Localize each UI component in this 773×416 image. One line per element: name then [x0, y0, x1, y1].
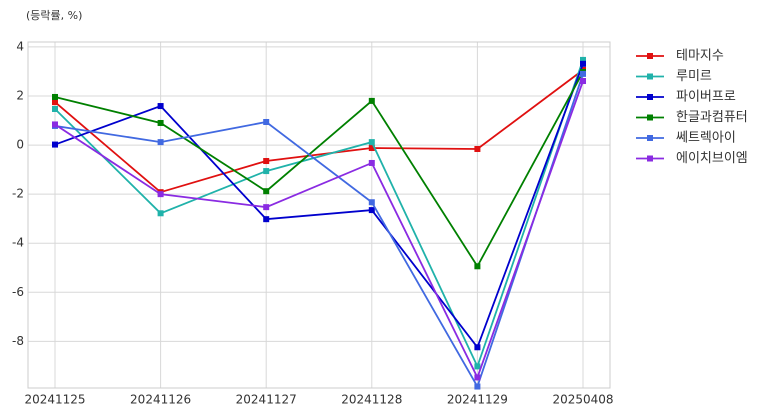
series-line	[54, 80, 584, 380]
legend-label: 루미르	[676, 69, 712, 84]
marker	[474, 374, 481, 381]
x-tick-label: 20241125	[24, 393, 85, 407]
x-tick-label: 20241129	[447, 393, 508, 407]
marker	[474, 263, 481, 270]
marker	[580, 56, 586, 63]
legend-marker	[647, 135, 653, 141]
series-line	[54, 69, 584, 194]
marker	[52, 141, 58, 148]
marker	[157, 103, 164, 110]
marker	[263, 188, 270, 195]
series-line	[54, 71, 584, 269]
y-tick-label: 0	[16, 138, 24, 152]
marker	[157, 210, 164, 217]
legend-marker	[647, 155, 653, 162]
y-tick-label: -2	[12, 187, 24, 201]
legend-marker	[647, 73, 653, 80]
marker	[263, 204, 270, 211]
legend-marker	[647, 94, 653, 100]
marker	[263, 118, 270, 125]
series-line	[54, 73, 584, 389]
marker	[474, 363, 481, 370]
marker	[580, 60, 586, 67]
marker	[368, 139, 375, 146]
y-tick-label: -6	[12, 285, 24, 299]
marker	[263, 216, 270, 223]
legend-label: 쎄트렉아이	[676, 131, 736, 146]
marker	[157, 191, 164, 198]
marker	[157, 119, 164, 126]
chart-title: (등락률, %)	[26, 9, 82, 22]
marker	[474, 145, 481, 152]
marker	[263, 158, 270, 165]
marker	[580, 70, 586, 77]
marker	[52, 93, 58, 100]
x-tick-label: 20241128	[341, 393, 402, 407]
marker	[263, 168, 270, 175]
marker	[474, 383, 481, 390]
marker	[52, 121, 58, 128]
marker	[52, 105, 58, 112]
marker	[368, 207, 375, 214]
marker	[52, 99, 58, 106]
y-tick-label: 4	[16, 39, 24, 53]
legend-marker	[647, 114, 653, 121]
y-tick-label: -4	[12, 236, 24, 250]
legend-label: 한글과컴퓨터	[676, 110, 748, 125]
y-tick-label: -8	[12, 334, 24, 348]
plot-border	[27, 41, 611, 389]
marker	[368, 159, 375, 166]
marker	[368, 97, 375, 104]
legend-label: 에이치브이엠	[676, 151, 748, 166]
x-tick-label: 20241127	[236, 393, 297, 407]
y-tick-label: 2	[16, 88, 24, 102]
marker	[580, 78, 586, 85]
series-line	[54, 59, 584, 369]
marker	[474, 344, 481, 351]
legend-label: 파이버프로	[676, 90, 736, 105]
marker	[368, 145, 375, 152]
marker	[157, 139, 164, 146]
x-tick-label: 20250408	[552, 393, 613, 407]
legend-label: 테마지수	[676, 49, 724, 64]
x-tick-label: 20241126	[130, 393, 191, 407]
series-line	[54, 63, 584, 350]
marker	[368, 199, 375, 206]
legend-marker	[647, 53, 653, 59]
